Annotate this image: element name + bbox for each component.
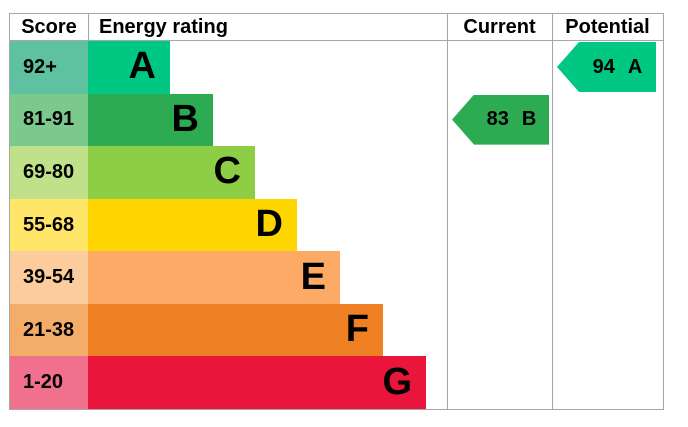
band-rows: 92+ A 81-91 B 69-80 C 55-68 D 39-54 E 21… xyxy=(10,41,663,410)
score-range-label-a: 92+ xyxy=(10,41,88,94)
potential-column-header: Potential xyxy=(565,16,650,38)
score-range-label-e: 39-54 xyxy=(10,251,88,304)
band-e-bar: E xyxy=(88,251,340,304)
score-range-label-g: 1-20 xyxy=(10,356,88,410)
band-f-bar: F xyxy=(88,303,383,357)
epc-table: Score Energy rating Current Potential 92… xyxy=(9,13,664,410)
band-a-bar: A xyxy=(88,41,170,94)
potential-rating-band: A xyxy=(627,55,643,78)
score-range-label-d: 55-68 xyxy=(10,198,88,252)
band-b-bar: B xyxy=(88,93,213,147)
potential-rating-text: 94 A xyxy=(593,56,643,79)
table-header: Score Energy rating Current Potential xyxy=(10,14,663,41)
potential-rating-arrow: 94 A xyxy=(557,42,656,92)
band-b-letter: B xyxy=(171,97,199,140)
current-rating-band: B xyxy=(521,108,537,131)
current-column-header: Current xyxy=(463,16,536,38)
current-rating-text: 83 B xyxy=(487,108,537,131)
current-column-divider-line xyxy=(447,14,448,409)
band-g-letter: G xyxy=(382,360,412,403)
band-a-letter: A xyxy=(128,45,156,88)
band-c-bar: C xyxy=(88,146,255,199)
potential-column-divider-line xyxy=(552,14,553,409)
band-row-b: 81-91 B xyxy=(10,93,663,147)
score-column-header: Score xyxy=(21,16,77,38)
band-d-letter: D xyxy=(255,203,283,246)
band-f-letter: F xyxy=(345,308,369,351)
band-row-d: 55-68 D xyxy=(10,198,663,252)
score-range-label-c: 69-80 xyxy=(10,146,88,199)
score-energy-divider-line xyxy=(88,14,89,40)
band-row-a: 92+ A xyxy=(10,41,663,94)
score-range-label-f: 21-38 xyxy=(10,303,88,357)
current-rating-arrow: 83 B xyxy=(452,94,549,145)
band-row-e: 39-54 E xyxy=(10,251,663,304)
band-d-bar: D xyxy=(88,198,297,252)
band-row-c: 69-80 C xyxy=(10,146,663,199)
score-range-label-b: 81-91 xyxy=(10,93,88,147)
band-row-f: 21-38 F xyxy=(10,303,663,357)
band-c-letter: C xyxy=(213,150,241,193)
current-rating-score: 83 xyxy=(486,108,509,131)
energy-rating-column-header: Energy rating xyxy=(99,16,228,38)
band-g-bar: G xyxy=(88,356,426,410)
potential-rating-score: 94 xyxy=(592,55,615,78)
band-e-letter: E xyxy=(300,255,326,298)
band-row-g: 1-20 G xyxy=(10,356,663,410)
